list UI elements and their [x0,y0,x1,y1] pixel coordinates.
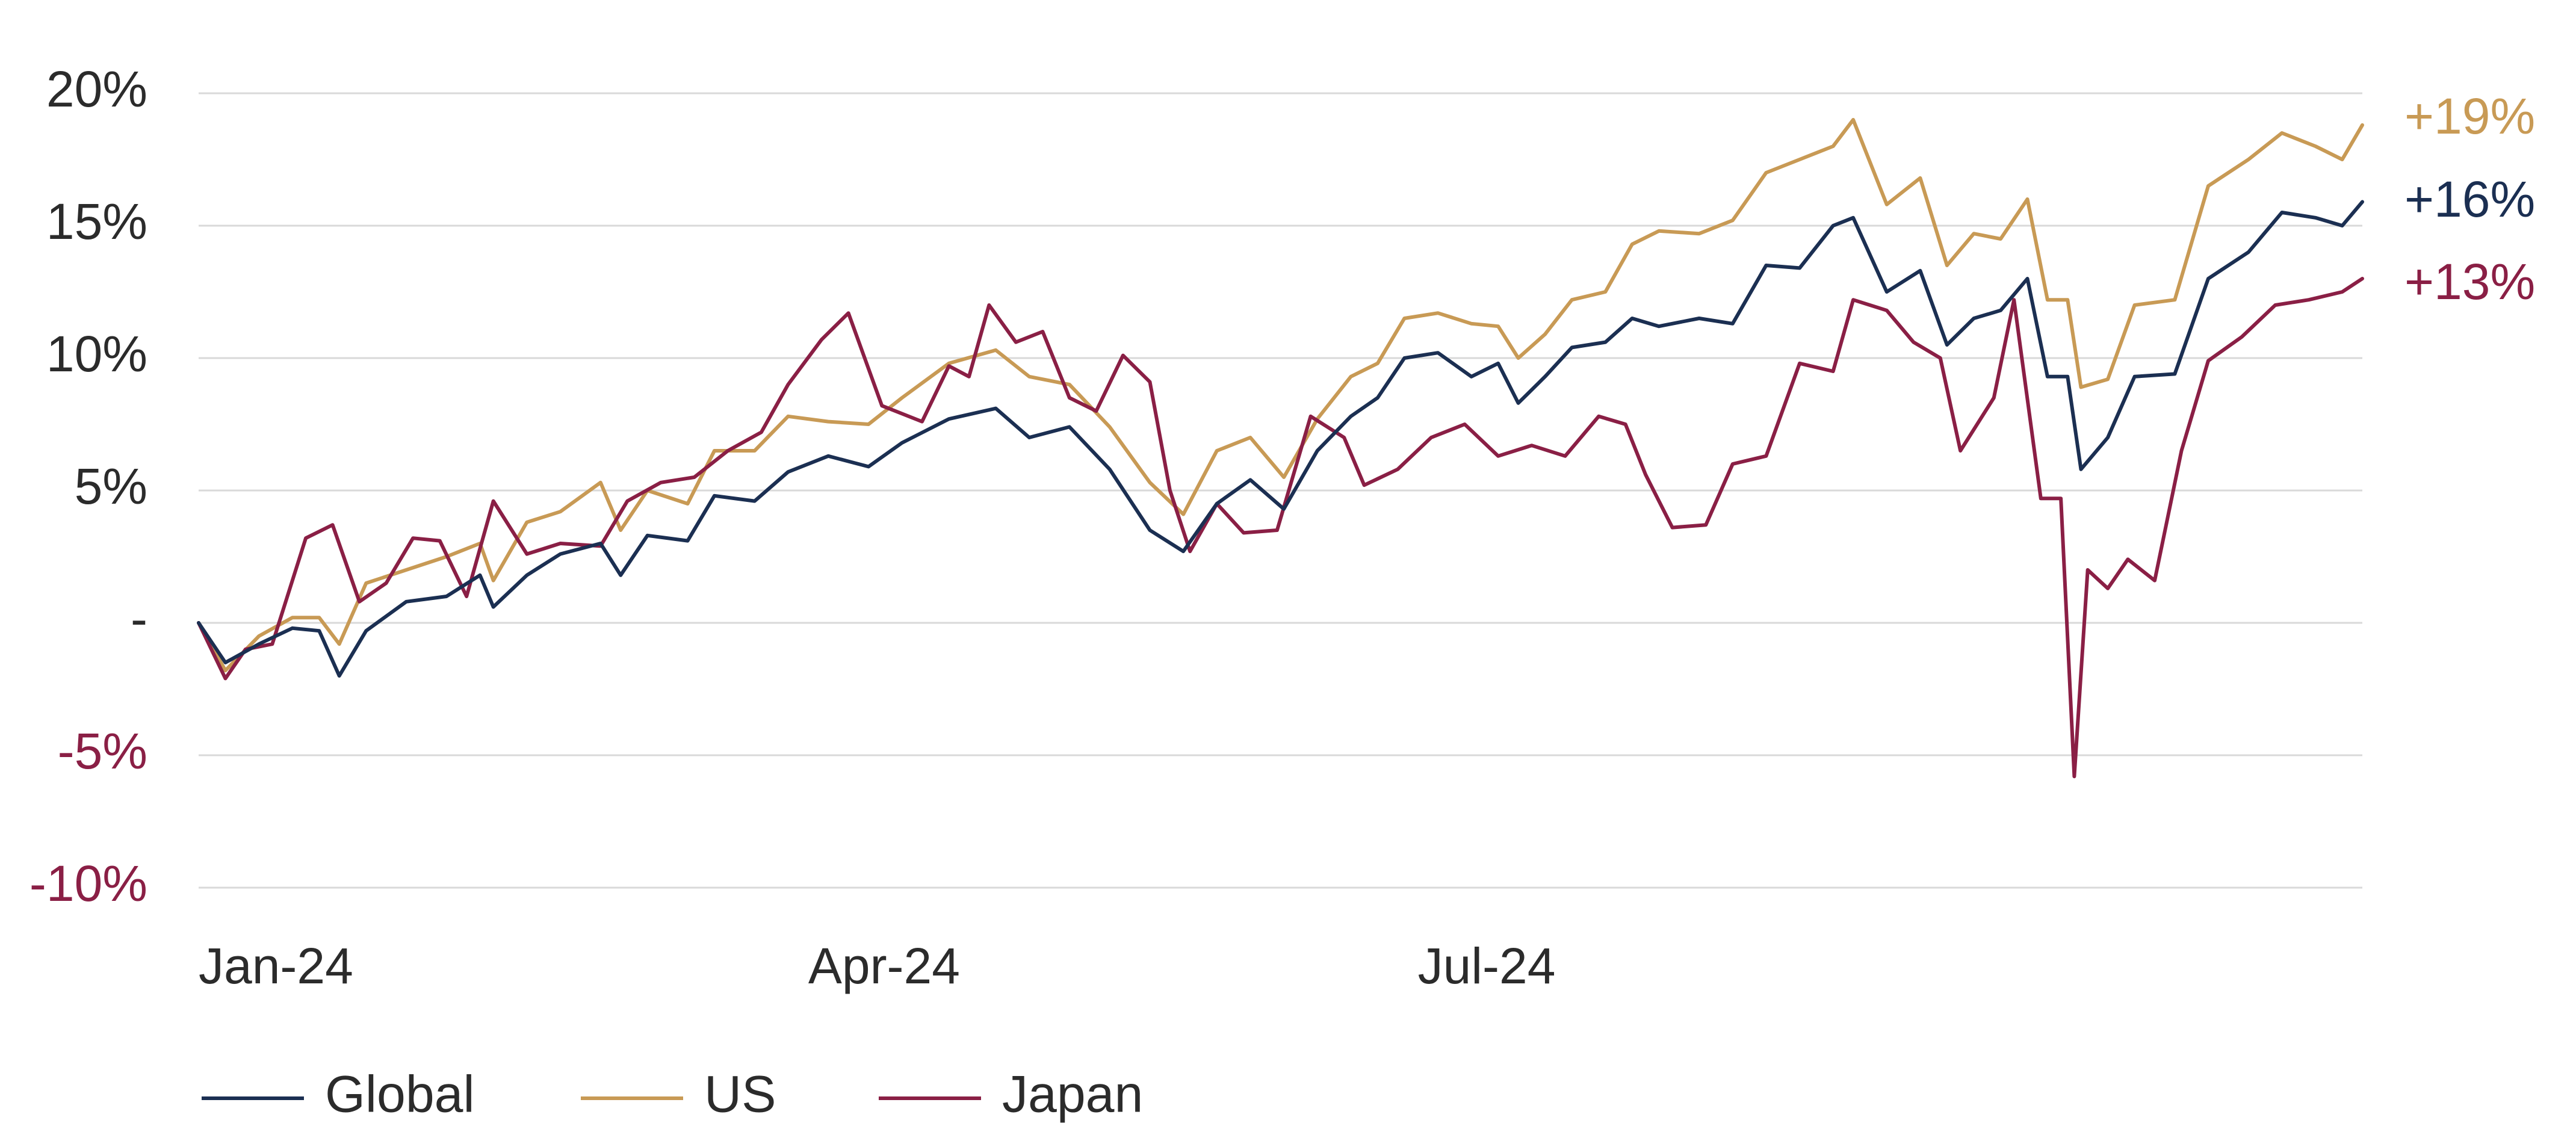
y-tick-label: - [131,590,147,647]
series-layer [197,118,2364,779]
y-tick-label: 15% [46,193,147,250]
x-tick-label: Jul-24 [1418,938,1556,994]
y-tick-label: -5% [58,723,147,779]
end-label-us: +19% [2404,88,2535,144]
y-tick-label: 5% [75,458,147,515]
y-tick-label: 20% [46,61,147,117]
y-axis: 20% 15% 10% 5% - -5% -10% [29,61,147,912]
y-tick-label: 10% [46,326,147,382]
end-label-japan: +13% [2404,253,2535,310]
series-line-japan [197,277,2364,779]
y-tick-label: -10% [29,855,147,912]
legend: Global US Japan [202,1066,1143,1124]
legend-label-global: Global [325,1066,475,1124]
x-tick-label: Jan-24 [199,938,353,994]
series-line-global [197,200,2364,678]
grid-layer [199,92,2362,889]
legend-label-japan: Japan [1002,1066,1143,1124]
series-line-us [197,118,2364,673]
x-tick-label: Apr-24 [808,938,960,994]
end-labels: +16% +19% +13% [2404,88,2535,310]
end-label-global: +16% [2404,171,2535,227]
legend-label-us: US [704,1066,776,1124]
x-axis: Jan-24 Apr-24 Jul-24 [199,938,1555,994]
